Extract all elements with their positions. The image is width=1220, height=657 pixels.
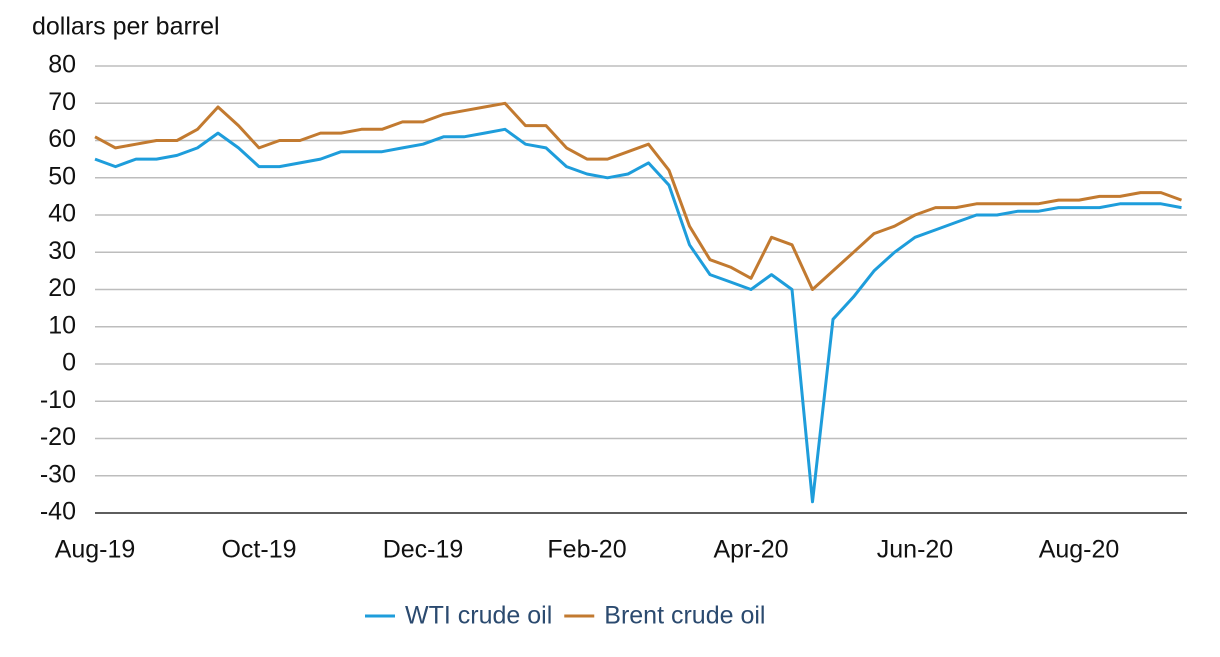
y-tick-label: -30: [40, 460, 76, 488]
series-line: [94, 101, 1183, 291]
y-tick-label: 10: [48, 311, 76, 339]
subtitle: dollars per barrel: [32, 13, 220, 41]
legend-label: Brent crude oil: [604, 602, 765, 630]
x-tick-label: Feb-20: [547, 536, 626, 564]
y-tick-label: 70: [48, 88, 76, 116]
legend-label: WTI crude oil: [405, 602, 552, 630]
y-tick-label: -10: [40, 386, 76, 414]
y-tick-label: 80: [48, 51, 76, 79]
x-tick-label: Dec-19: [383, 536, 464, 564]
y-tick-label: 40: [48, 200, 76, 228]
y-tick-label: -20: [40, 423, 76, 451]
x-tick-label: Aug-20: [1039, 536, 1120, 564]
y-tick-label: 50: [48, 162, 76, 190]
y-tick-label: 60: [48, 125, 76, 153]
x-tick-label: Jun-20: [877, 536, 953, 564]
y-tick-label: 20: [48, 274, 76, 302]
x-tick-label: Oct-19: [221, 536, 296, 564]
x-tick-label: Apr-20: [713, 536, 788, 564]
x-tick-label: Aug-19: [55, 536, 136, 564]
y-tick-label: 30: [48, 237, 76, 265]
y-tick-label: 0: [62, 349, 76, 377]
y-tick-label: -40: [40, 498, 76, 526]
series-line: [94, 127, 1182, 504]
